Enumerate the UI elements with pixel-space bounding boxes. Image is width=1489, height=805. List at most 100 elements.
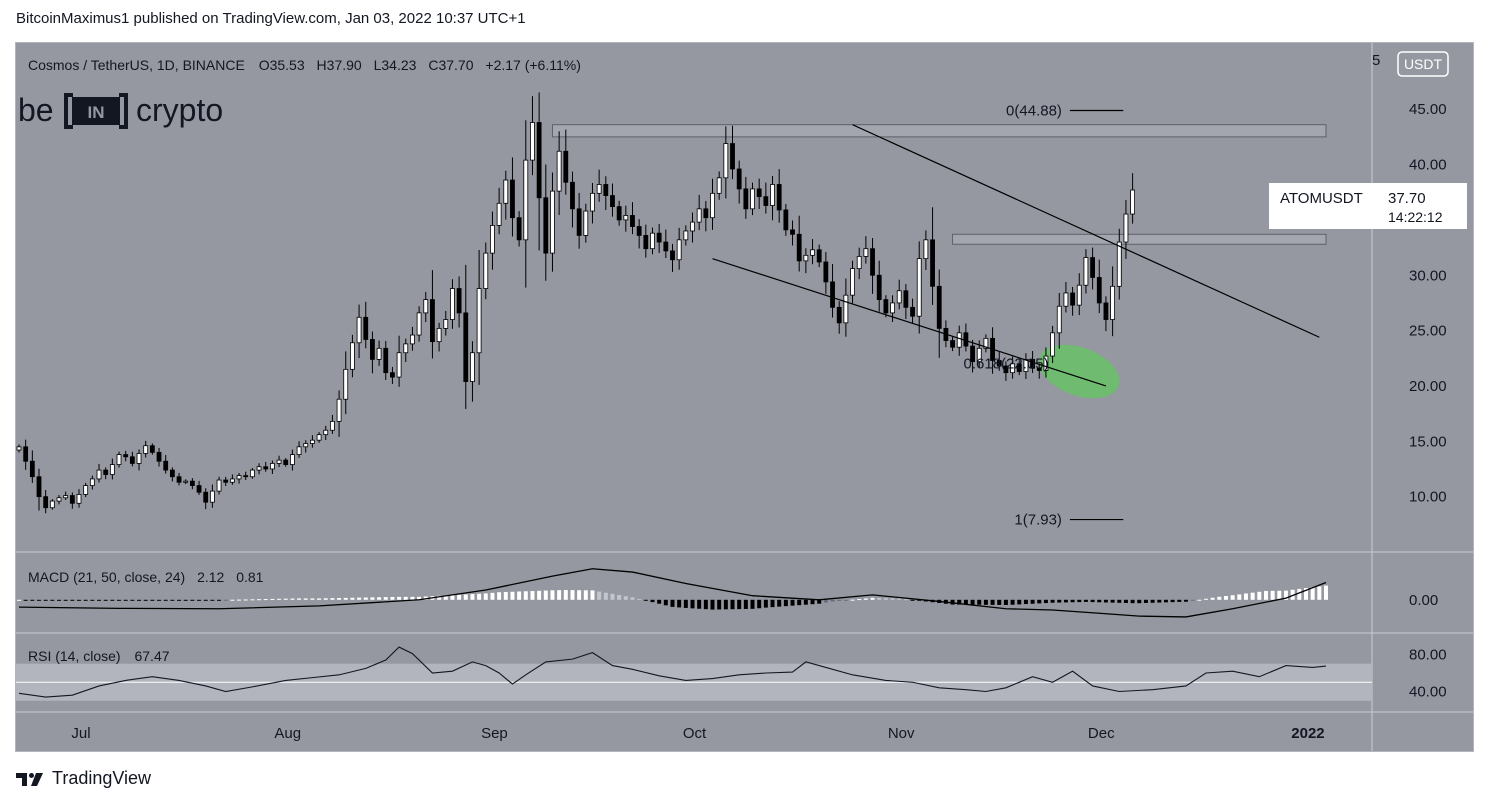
macd-histogram-bar [370,597,375,600]
macd-histogram-bar [630,597,635,600]
macd-histogram-bar [37,599,42,601]
macd-histogram-bar [717,599,722,610]
candle-body [263,466,269,470]
candle-body [376,347,382,360]
currency-badge[interactable]: USDT [1397,51,1449,77]
candle-body [1076,284,1082,306]
rsi-y-tick-label: 80.00 [1409,647,1447,664]
macd-histogram-bar [1323,585,1328,600]
candle-body [863,248,869,257]
candle-body [189,480,195,486]
macd-histogram-bar [1003,599,1008,605]
macd-histogram-bar [357,597,362,600]
candle-body [36,476,42,498]
macd-histogram-bar [1217,596,1222,600]
rsi-line [18,646,1327,698]
candle-body [1016,363,1022,372]
macd-histogram-bar [730,599,735,610]
candle-body [896,290,902,304]
chart-frame[interactable]: 0(44.88) 0.618(22.05) 1(7.93) 10.00 15.00 20… [15,42,1474,752]
macd-histogram-bar [503,592,508,600]
candle-body [1050,332,1055,357]
candle-body [456,288,462,314]
candle-body [203,491,209,503]
x-tick-label: Nov [888,725,915,742]
macd-histogram-bar [310,598,315,600]
macd-histogram-bar [710,599,715,610]
candle-body [1096,277,1102,304]
macd-histogram-bar [843,599,848,601]
macd-histogram-bar [50,599,55,601]
candle-body [416,312,422,336]
macd-histogram-bar [1057,599,1062,603]
macd-histogram-bar [230,599,235,601]
macd-histogram-bar [583,590,588,600]
svg-text:IN: IN [88,103,105,122]
macd-histogram-bar [197,599,202,601]
macd-histogram-bar [297,598,302,600]
candle-body [403,343,409,354]
candle-body [1110,285,1116,320]
candle-body [216,479,222,492]
macd-histogram-bar [1190,599,1195,601]
rsi-band-group [16,663,1372,701]
candle-body [696,208,702,223]
candle-body [770,184,775,206]
candle-body [323,429,329,436]
candle-body [970,345,975,362]
candle-body [1116,241,1122,287]
macd-histogram-bar [470,594,475,600]
candle-body [223,479,229,483]
x-tick-label: Aug [274,725,301,742]
macd-histogram-bar [597,591,602,600]
tradingview-logo-icon [16,771,46,787]
y-tick-label: 15.00 [1409,433,1447,450]
chart-canvas[interactable]: 0(44.88) 0.618(22.05) 1(7.93) 10.00 15.00 20… [16,43,1473,751]
candle-body [463,312,469,382]
macd-histogram-bar [1037,599,1042,604]
candle-body [736,168,742,190]
macd-histogram-bar [977,599,982,605]
candle-body [169,469,175,478]
macd-histogram-bar [1157,599,1162,603]
macd-histogram-bar [490,592,495,600]
macd-histogram-bar [883,598,888,600]
macd-histogram-bar [850,599,855,601]
candle-body [1010,363,1015,374]
macd-histogram-bar [203,599,208,601]
candle-body [983,337,989,349]
macd-histogram-bar [790,599,795,606]
candle-body [1043,355,1049,371]
candle-body [156,451,162,462]
fib-level-label: 1(7.93) [1014,512,1062,529]
candle-body [183,480,189,483]
macd-histogram-bar [663,599,668,606]
candle-body [823,261,829,283]
macd-histogram-bar [210,599,215,601]
candle-body [136,453,142,464]
macd-histogram-bar [1103,599,1108,603]
candle-body [876,274,882,301]
macd-histogram-bar [390,596,395,600]
candle-body [410,334,415,345]
candle-body [703,208,709,219]
macd-histogram-bar [90,599,95,601]
macd-histogram-bar [803,599,808,605]
macd-histogram-bar [1117,599,1122,603]
macd-histogram-bar [963,599,968,605]
candle-body [43,496,49,509]
price-scale-top-label: 5 [1372,52,1380,69]
macd-histogram-bar [570,590,575,600]
candle-body [743,188,749,210]
macd-histogram-bar [1177,599,1182,602]
x-tick-label: Oct [683,725,707,742]
macd-histogram-bar [110,599,115,601]
macd-histogram-bar [1123,599,1128,603]
candle-body [1023,358,1029,372]
candle-body [603,184,609,196]
macd-histogram-bar [537,590,542,600]
macd-histogram-bar [103,599,108,601]
macd-histogram-bar [97,599,102,601]
open-value: 35.53 [270,57,305,73]
macd-histogram-bar [1083,599,1088,602]
